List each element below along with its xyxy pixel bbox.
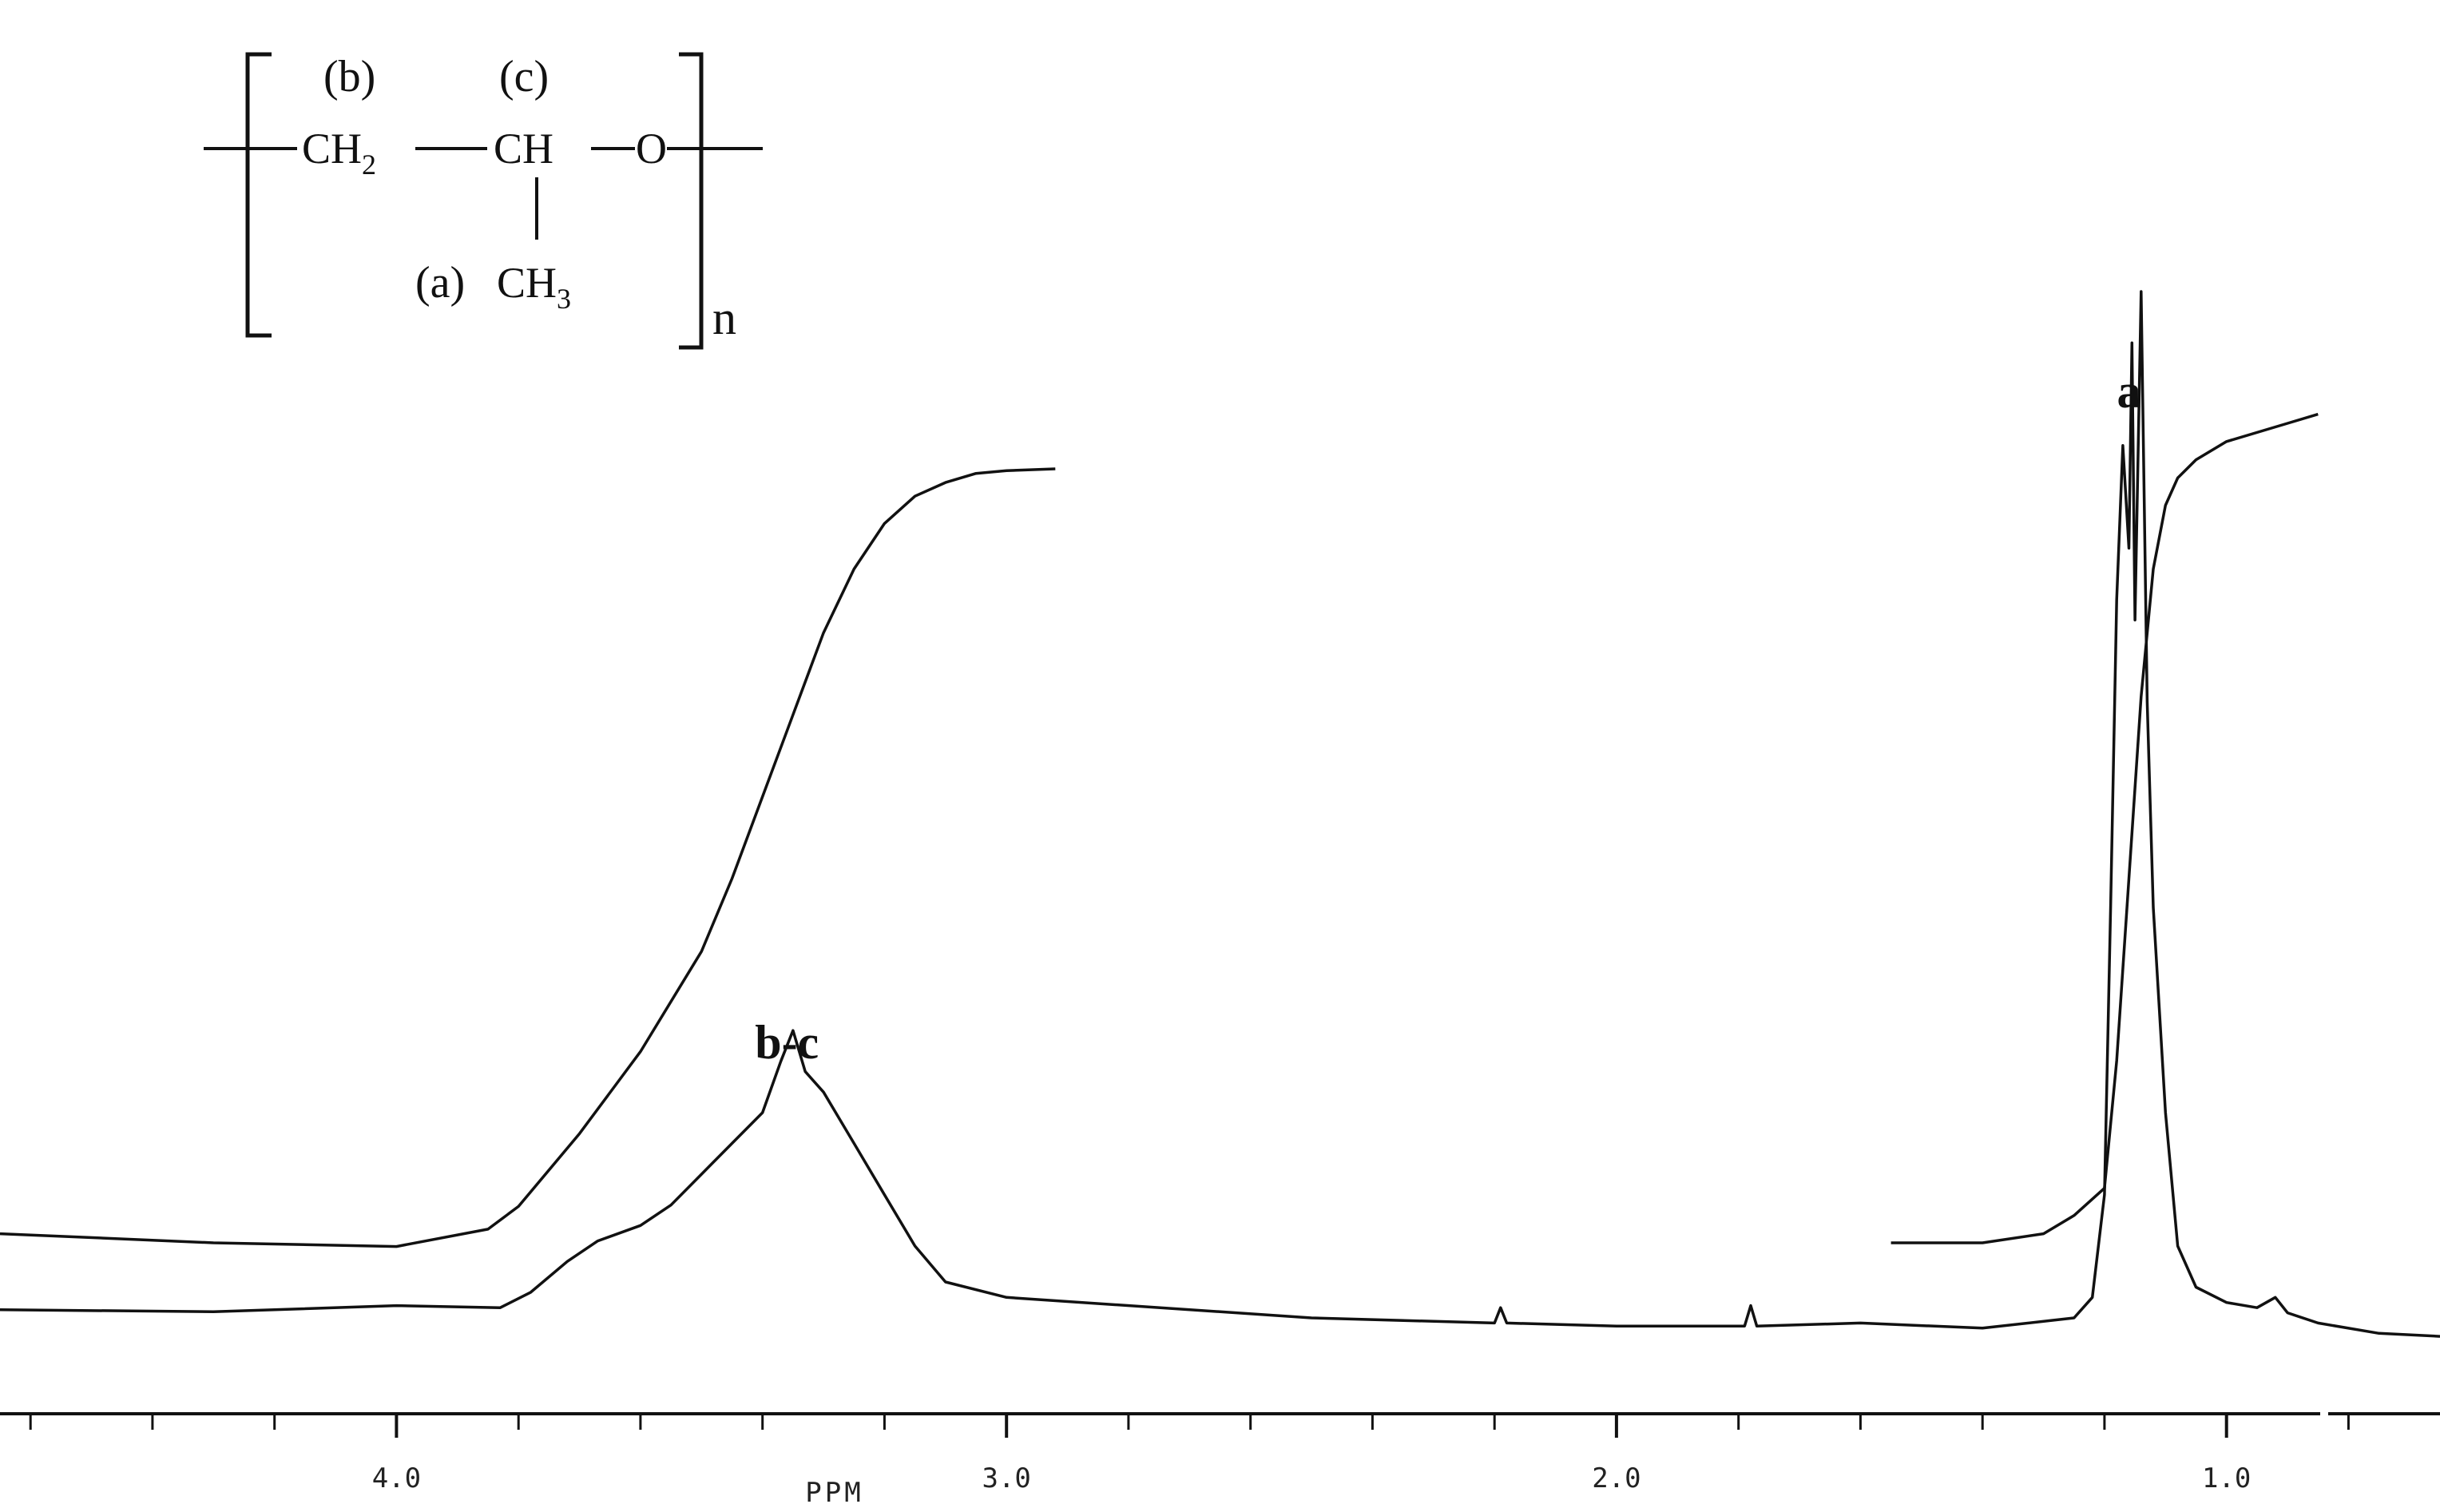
integral-curve-2 [1891, 412, 2319, 1244]
x-tick-labels: 4.0 3.0 2.0 1.0 [372, 1462, 2252, 1494]
structure-label-b: (b) [323, 52, 375, 101]
structure-group-ch2-text: CH [302, 125, 362, 173]
structure-group-ch3: CH3 [497, 259, 571, 315]
peak-annotations: b-c a [755, 365, 2140, 1069]
structure-group-o: O [636, 125, 667, 173]
integral-curves [0, 412, 2319, 1248]
repeat-unit-structure: (b) (c) CH2 CH O (a) CH3 n [204, 52, 763, 350]
structure-label-a: (a) [415, 258, 465, 308]
structure-group-ch3-subscript: 3 [557, 283, 571, 315]
x-tick-label-2: 3.0 [982, 1462, 1030, 1494]
structure-group-ch2: CH2 [302, 125, 376, 181]
x-axis: 4.0 3.0 2.0 1.0 PPM [0, 1412, 2440, 1509]
x-axis-label: PPM [805, 1477, 863, 1509]
spectrum-trace-group [0, 290, 2440, 1338]
structure-group-ch3-text: CH [497, 259, 557, 307]
x-tick-label-1: 4.0 [372, 1462, 421, 1494]
spectrum-line [0, 290, 2440, 1338]
peak-label-1: b-c [755, 1016, 819, 1069]
x-ticks [29, 1414, 2350, 1438]
integral-curve-1 [0, 467, 1056, 1248]
structure-group-ch: CH [494, 125, 553, 173]
x-tick-label-4: 1.0 [2202, 1462, 2251, 1494]
structure-left-bracket [245, 52, 272, 338]
peak-label-2: a [2117, 365, 2141, 418]
structure-label-c: (c) [499, 52, 549, 101]
structure-repeat-n: n [712, 292, 736, 344]
structure-right-bracket [679, 52, 704, 350]
structure-group-ch2-subscript: 2 [362, 149, 376, 181]
x-tick-label-3: 2.0 [1592, 1462, 1641, 1494]
